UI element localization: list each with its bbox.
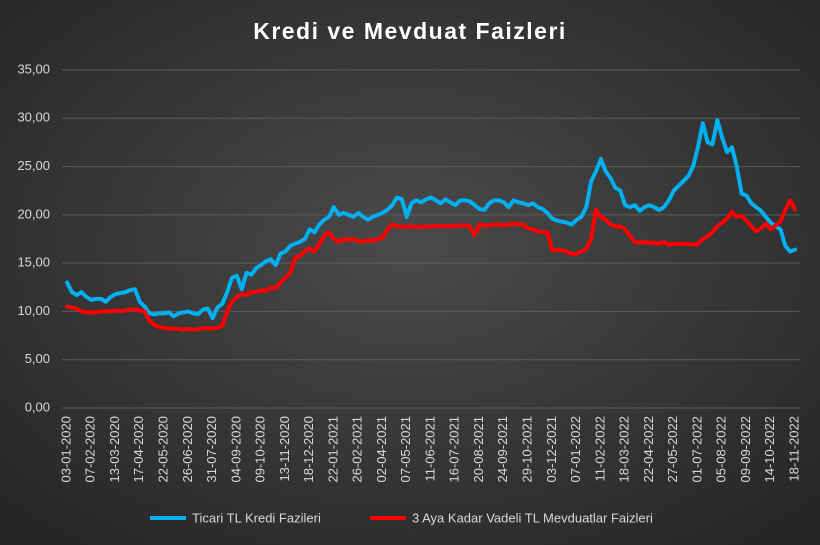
x-tick-label: 03-01-2020 xyxy=(58,416,73,483)
legend-label: Ticari TL Kredi Fazileri xyxy=(192,510,321,525)
chart-title: Kredi ve Mevduat Faizleri xyxy=(253,18,567,44)
x-tick-label: 22-04-2022 xyxy=(641,416,656,483)
x-tick-label: 07-01-2022 xyxy=(568,416,583,483)
x-tick-label: 09-10-2020 xyxy=(253,416,268,483)
x-tick-label: 13-11-2020 xyxy=(277,416,292,482)
x-tick-label: 18-11-2022 xyxy=(786,416,801,482)
x-tick-label: 17-04-2020 xyxy=(131,416,146,483)
x-tick-label: 26-06-2020 xyxy=(180,416,195,483)
y-tick-label: 10,00 xyxy=(17,303,50,318)
x-tick-label: 31-07-2020 xyxy=(204,416,219,483)
series-line xyxy=(65,118,797,321)
y-tick-label: 25,00 xyxy=(17,158,50,173)
x-tick-label: 11-02-2022 xyxy=(592,416,607,482)
x-tick-label: 11-06-2021 xyxy=(422,416,437,482)
x-tick-label: 04-09-2020 xyxy=(228,416,243,483)
x-tick-label: 13-03-2020 xyxy=(107,416,122,483)
y-tick-label: 35,00 xyxy=(17,61,50,76)
x-tick-label: 07-05-2021 xyxy=(398,416,413,483)
y-tick-label: 5,00 xyxy=(25,351,50,366)
x-tick-label: 26-02-2021 xyxy=(350,416,365,483)
x-tick-label: 07-02-2020 xyxy=(83,416,98,483)
x-tick-label: 24-09-2021 xyxy=(495,416,510,483)
legend-label: 3 Aya Kadar Vadeli TL Mevduatlar Faizler… xyxy=(412,510,653,525)
x-tick-label: 14-10-2022 xyxy=(762,416,777,483)
series-line xyxy=(65,198,797,332)
x-tick-label: 05-08-2022 xyxy=(714,416,729,483)
x-tick-label: 16-07-2021 xyxy=(447,416,462,483)
y-tick-label: 15,00 xyxy=(17,255,50,270)
y-tick-label: 20,00 xyxy=(17,206,50,221)
x-tick-label: 18-12-2020 xyxy=(301,416,316,483)
x-tick-label: 27-05-2022 xyxy=(665,416,680,483)
x-tick-label: 09-09-2022 xyxy=(738,416,753,483)
x-tick-label: 29-10-2021 xyxy=(520,416,535,483)
x-tick-label: 22-01-2021 xyxy=(325,416,340,483)
y-tick-label: 0,00 xyxy=(25,399,50,414)
x-tick-label: 01-07-2022 xyxy=(689,416,704,483)
x-tick-label: 02-04-2021 xyxy=(374,416,389,483)
y-tick-label: 30,00 xyxy=(17,110,50,125)
x-tick-label: 22-05-2020 xyxy=(156,416,171,483)
x-tick-label: 20-08-2021 xyxy=(471,416,486,483)
x-tick-label: 03-12-2021 xyxy=(544,416,559,483)
x-tick-label: 18-03-2022 xyxy=(617,416,632,483)
